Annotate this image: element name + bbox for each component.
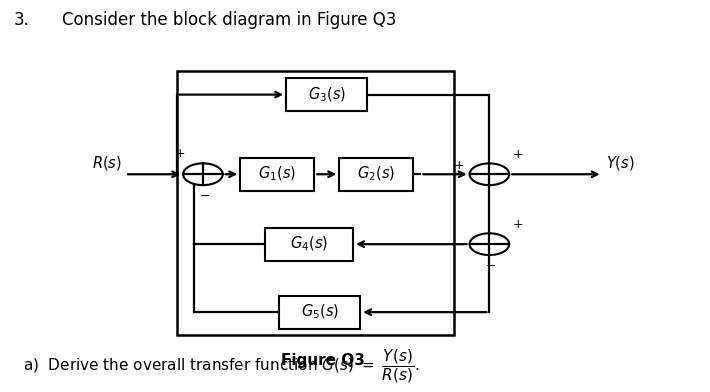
Circle shape [469,163,509,185]
Text: Figure Q3: Figure Q3 [281,354,365,368]
Text: Consider the block diagram in Figure Q3: Consider the block diagram in Figure Q3 [62,11,396,29]
Text: $G_2(s)$: $G_2(s)$ [357,165,395,183]
Text: $G_3(s)$: $G_3(s)$ [307,85,346,104]
Text: +: + [174,147,185,160]
Text: $G_1(s)$: $G_1(s)$ [258,165,296,183]
FancyBboxPatch shape [286,78,367,111]
Text: +: + [513,218,523,231]
Text: $-$: $-$ [485,259,496,272]
Text: $Y(s)$: $Y(s)$ [606,154,635,172]
Text: 3.: 3. [14,11,30,29]
Circle shape [183,163,223,185]
Text: $-$: $-$ [199,189,210,202]
Text: a)  Derive the overall transfer function $G(s)\ =\ \dfrac{Y(s)}{R(s)}.$: a) Derive the overall transfer function … [23,348,419,385]
Text: +: + [513,149,523,162]
FancyBboxPatch shape [265,228,354,261]
Text: $R(s)$: $R(s)$ [92,154,121,172]
Circle shape [469,233,509,255]
Text: +: + [453,159,464,172]
Bar [177,71,454,336]
Text: $G_4(s)$: $G_4(s)$ [290,235,328,253]
Text: $G_5(s)$: $G_5(s)$ [300,303,339,321]
FancyBboxPatch shape [279,296,360,328]
FancyBboxPatch shape [339,158,413,191]
FancyBboxPatch shape [240,158,315,191]
